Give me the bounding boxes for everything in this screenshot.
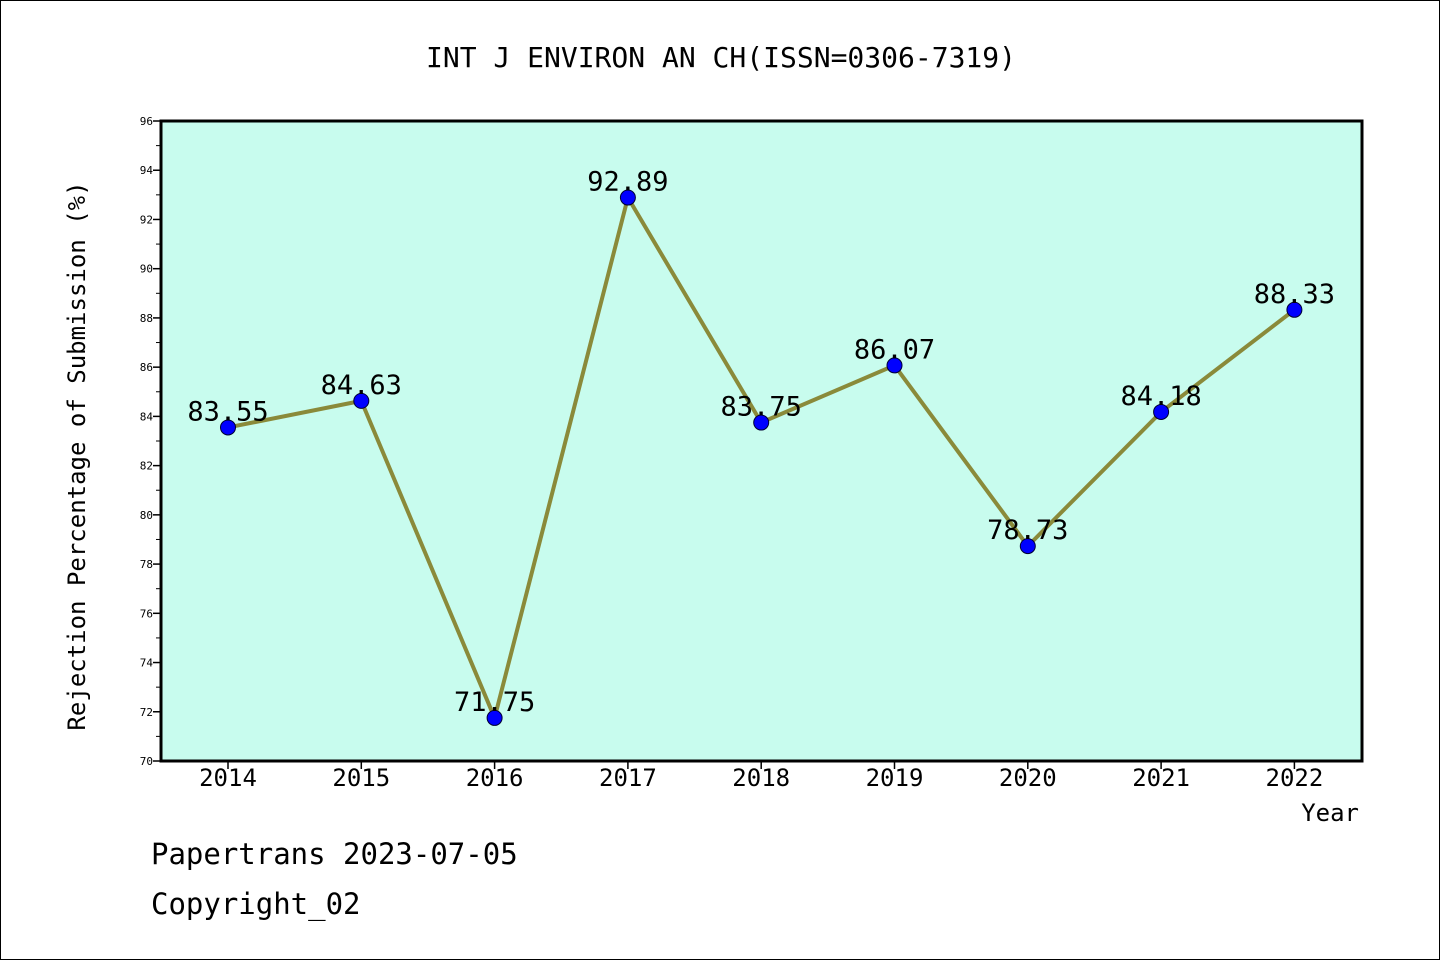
data-point bbox=[619, 189, 636, 206]
y-tick-label: 96 bbox=[140, 115, 153, 128]
data-label: 88.33 bbox=[1254, 279, 1335, 310]
data-point bbox=[886, 357, 903, 374]
data-label: 86.07 bbox=[854, 334, 935, 365]
x-tick-label: 2017 bbox=[599, 764, 657, 792]
y-tick-label: 94 bbox=[140, 164, 154, 177]
data-point bbox=[1019, 538, 1036, 555]
footer-date: Papertrans 2023-07-05 bbox=[151, 837, 518, 871]
x-tick-label: 2020 bbox=[999, 764, 1057, 792]
y-tick-label: 86 bbox=[140, 361, 153, 374]
x-tick-label: 2016 bbox=[466, 764, 524, 792]
y-tick-label: 88 bbox=[140, 312, 153, 325]
data-label: 84.18 bbox=[1120, 381, 1201, 412]
y-tick-label: 92 bbox=[140, 213, 153, 226]
y-axis-label: Rejection Percentage of Submission (%) bbox=[63, 181, 91, 730]
data-point bbox=[486, 709, 503, 726]
y-tick-label: 82 bbox=[140, 460, 153, 473]
data-point bbox=[220, 419, 236, 436]
data-point bbox=[1286, 301, 1303, 318]
data-label: 78.73 bbox=[987, 515, 1068, 546]
y-tick-label: 90 bbox=[140, 263, 153, 276]
plot-area bbox=[159, 119, 1364, 763]
x-tick-label: 2021 bbox=[1132, 764, 1190, 792]
data-point bbox=[753, 414, 770, 431]
data-label: 92.89 bbox=[587, 167, 668, 198]
x-tick-label: 2018 bbox=[732, 764, 790, 792]
y-tick-label: 78 bbox=[140, 558, 153, 571]
data-point bbox=[1153, 403, 1170, 420]
x-tick-label: 2014 bbox=[199, 764, 257, 792]
y-tick-label: 76 bbox=[140, 607, 153, 620]
data-label: 83.55 bbox=[187, 396, 268, 427]
y-tick-label: 80 bbox=[140, 509, 153, 522]
series-group: 83.55 84.63 71.75 92.89 83.75 86.07 78.73 84.18… bbox=[187, 167, 1335, 726]
y-tick-label: 70 bbox=[140, 755, 153, 768]
x-axis-label: Year bbox=[1301, 799, 1359, 827]
y-axis: 70 72 74 76 78 80 82 84 86 88 90 92 94 96 bbox=[140, 115, 161, 768]
y-tick-label: 74 bbox=[140, 657, 154, 670]
data-point bbox=[353, 392, 370, 409]
x-tick-label: 2019 bbox=[866, 764, 924, 792]
y-tick-label: 84 bbox=[140, 410, 154, 423]
x-tick-label: 2015 bbox=[332, 764, 390, 792]
footer-copyright: Copyright_02 bbox=[151, 887, 361, 921]
data-label: 83.75 bbox=[721, 392, 802, 423]
data-label: 84.63 bbox=[321, 370, 402, 401]
chart-title: INT J ENVIRON AN CH(ISSN=0306-7319) bbox=[426, 41, 1016, 74]
y-tick-label: 72 bbox=[140, 706, 153, 719]
data-label: 71.75 bbox=[454, 687, 535, 718]
x-tick-label: 2022 bbox=[1266, 764, 1324, 792]
x-axis: 2014 2015 2016 2017 2018 2019 2020 2021 2022 bbox=[199, 761, 1323, 792]
